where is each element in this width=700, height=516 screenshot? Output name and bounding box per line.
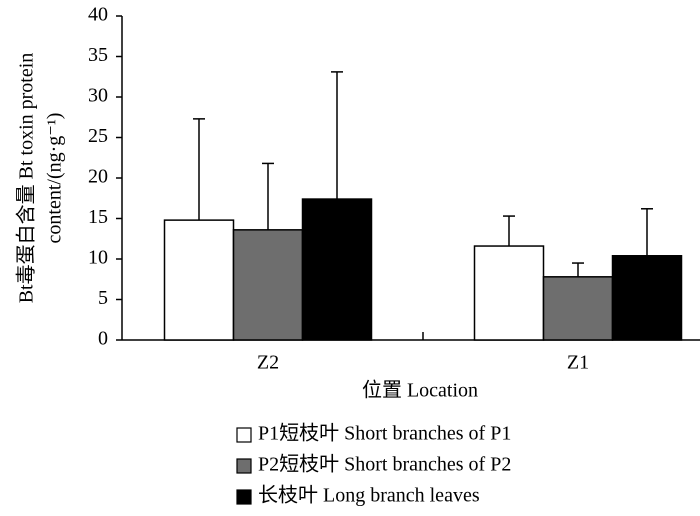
y-tick-label: 25 xyxy=(88,125,108,147)
y-tick-label: 5 xyxy=(98,287,108,309)
legend-label: P2短枝叶 Short branches of P2 xyxy=(258,453,511,476)
legend-swatch xyxy=(236,427,252,443)
y-tick-label: 35 xyxy=(88,44,108,66)
bar xyxy=(163,219,235,341)
bar xyxy=(232,229,304,341)
y-tick-label: 30 xyxy=(88,85,108,107)
x-tick-label: Z2 xyxy=(257,352,279,374)
y-tick-label: 15 xyxy=(88,206,108,228)
x-axis-label: 位置 Location xyxy=(362,379,478,402)
bar xyxy=(542,276,614,341)
y-tick-label: 40 xyxy=(88,4,108,26)
legend-label: 长枝叶 Long branch leaves xyxy=(258,484,480,507)
bar xyxy=(611,255,683,341)
y-axis-label: Bt毒蛋白含量 Bt toxin protein xyxy=(15,53,38,304)
bar xyxy=(301,198,373,341)
y-axis-label: content/(ng·g⁻¹) xyxy=(44,113,66,244)
x-tick-label: Z1 xyxy=(567,352,589,374)
bar xyxy=(473,245,545,341)
legend-swatch xyxy=(236,489,252,505)
y-tick-label: 10 xyxy=(88,247,108,269)
y-tick-label: 20 xyxy=(88,166,108,188)
legend-swatch xyxy=(236,458,252,474)
legend-label: P1短枝叶 Short branches of P1 xyxy=(258,422,511,445)
y-tick-label: 0 xyxy=(98,328,108,350)
